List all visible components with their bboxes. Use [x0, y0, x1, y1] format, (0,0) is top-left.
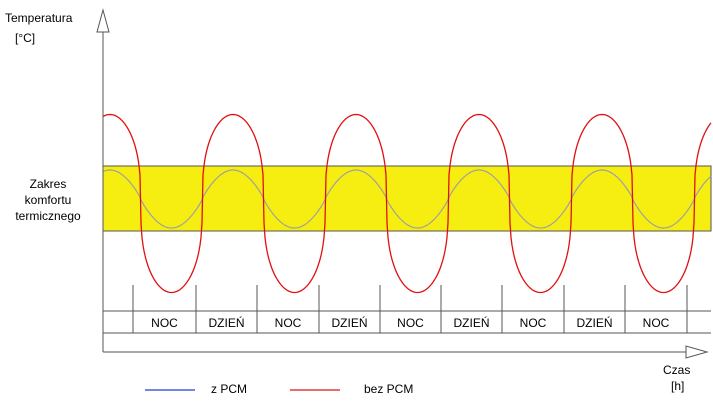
period-label-day: DZIEŃ [577, 315, 613, 330]
x-axis-unit: [h] [671, 379, 684, 393]
period-label-day: DZIEŃ [209, 315, 245, 330]
y-axis-unit: [°C] [15, 31, 35, 45]
period-label-day: DZIEŃ [454, 315, 490, 330]
comfort-zone-label-line2: komfortu [25, 193, 72, 207]
period-label-night: NOC [397, 316, 424, 330]
legend-with-pcm-label: z PCM [211, 382, 247, 396]
period-label-day: DZIEŃ [332, 315, 368, 330]
with-pcm-curve [102, 169, 712, 229]
period-label-night: NOC [275, 316, 302, 330]
comfort-zone-label-line1: Zakres [30, 177, 67, 191]
y-axis-arrow-icon [96, 8, 110, 33]
comfort-zone-band [102, 165, 712, 232]
legend-without-pcm-label: bez PCM [364, 382, 413, 396]
comfort-zone-label-line3: termicznego [15, 209, 81, 223]
period-label-night: NOC [151, 316, 178, 330]
y-axis-title: Temperatura [5, 11, 73, 25]
x-axis-arrow-icon [685, 345, 709, 359]
legend: z PCM bez PCM [145, 382, 413, 396]
period-label-night: NOC [520, 316, 547, 330]
day-night-strip: NOC DZIEŃ NOC DZIEŃ NOC DZIEŃ NOC DZIEŃ NOC [103, 285, 711, 334]
without-pcm-curve [102, 113, 712, 294]
period-label-night: NOC [643, 316, 670, 330]
x-axis-title: Czas [663, 363, 690, 377]
